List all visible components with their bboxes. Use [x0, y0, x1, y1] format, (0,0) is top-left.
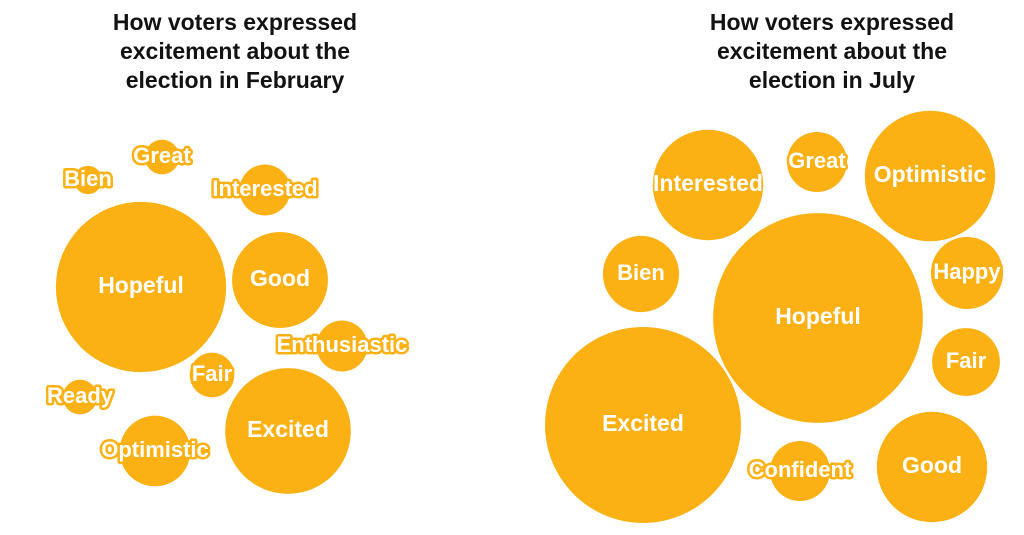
bubble-label: Good: [902, 452, 962, 478]
chart-title: How voters expressed excitement about th…: [709, 9, 955, 93]
bubble-label: Fair: [946, 348, 987, 373]
bubble: [119, 415, 191, 487]
bubble-label: Interested: [212, 176, 317, 201]
bubble: [864, 110, 996, 242]
bubble: [876, 411, 988, 523]
bubble: [932, 328, 1000, 396]
bubble: [225, 368, 351, 494]
bubble-label: Bien: [617, 260, 665, 285]
bubble-label: Hopeful: [98, 272, 184, 298]
bubble: [73, 165, 103, 195]
bubble-label: Happy: [933, 259, 1001, 284]
bubble-label: Optimistic: [101, 437, 209, 462]
bubble-label: Great: [133, 143, 191, 168]
bubble-label: Confident: [749, 457, 852, 482]
bubble: [713, 213, 923, 423]
bubble: [239, 164, 291, 216]
bubble: [652, 129, 764, 241]
bubble-label: Excited: [602, 410, 684, 436]
bubble: [602, 235, 680, 313]
bubble: [787, 132, 847, 192]
bubble: [232, 232, 328, 328]
bubble: [545, 327, 741, 523]
bubble-label: Fair: [192, 361, 233, 386]
bubble: [316, 320, 368, 372]
bubble-label: Hopeful: [775, 303, 861, 329]
bubble-label: Interested: [653, 170, 763, 196]
bubble: [144, 139, 180, 175]
bubble: [770, 441, 830, 501]
bubble-label: Bien: [64, 166, 112, 191]
bubble-label: Good: [250, 265, 310, 291]
bubble-label: Ready: [47, 383, 114, 408]
bubble: [189, 352, 235, 398]
bubble-label: Optimistic: [874, 161, 987, 187]
bubble: [55, 201, 227, 373]
bubble-label: Great: [788, 148, 846, 173]
bubble: [930, 236, 1004, 310]
bubble-label: Enthusiastic: [277, 332, 408, 357]
chart-title: How voters expressed excitement about th…: [112, 9, 358, 93]
bubble: [62, 379, 98, 415]
bubble-label: Excited: [247, 416, 329, 442]
